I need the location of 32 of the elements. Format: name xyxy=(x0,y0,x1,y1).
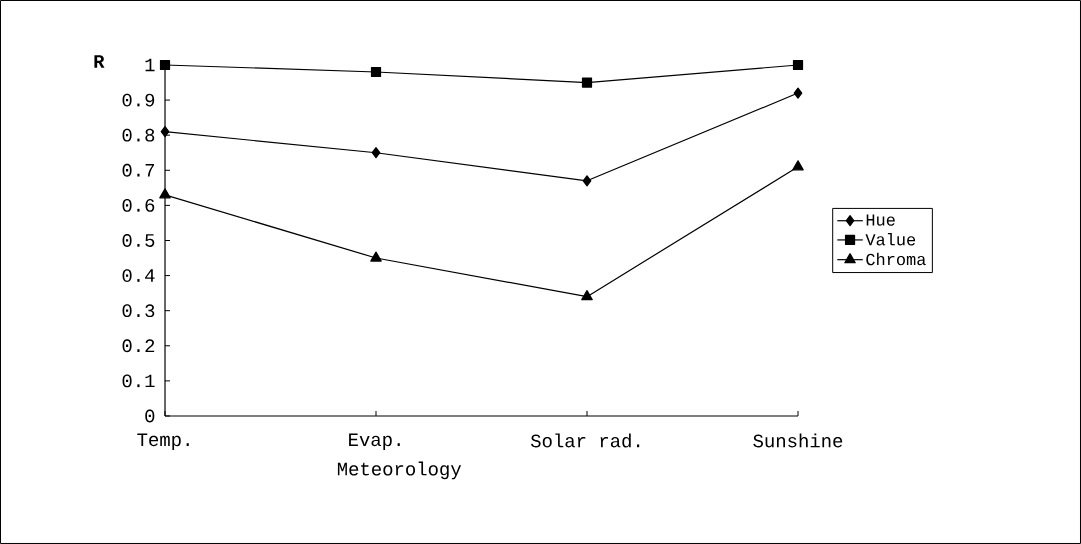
x-axis-title: Meteorology xyxy=(337,461,462,480)
legend-label: Chroma xyxy=(866,252,926,266)
point xyxy=(792,160,804,171)
y-tick-label: 0.7 xyxy=(122,163,154,177)
y-axis-title: R xyxy=(94,55,105,68)
y-tick-label: 0.4 xyxy=(122,269,155,283)
x-tick-label: Solar rad. xyxy=(530,433,640,448)
point xyxy=(581,290,593,301)
y-tick-label: 0.2 xyxy=(122,339,155,353)
legend-label: Hue xyxy=(866,214,895,226)
point xyxy=(159,188,171,199)
y-tick-label: 0 xyxy=(145,409,155,423)
y-tick-label: 0.9 xyxy=(122,93,155,107)
point xyxy=(370,251,382,262)
point xyxy=(793,87,803,99)
point xyxy=(792,59,804,71)
point xyxy=(371,147,381,159)
legend-label: Value xyxy=(865,233,916,246)
y-tick-label: 0.1 xyxy=(122,374,155,388)
point xyxy=(370,66,382,78)
x-tick-label: Temp. xyxy=(137,433,189,450)
point xyxy=(582,175,592,187)
y-tick-label: 0.8 xyxy=(122,128,155,142)
y-tick-label: 0.3 xyxy=(122,304,155,318)
y-tick-label: 1 xyxy=(145,58,155,72)
y-tick-label: 0.5 xyxy=(122,234,155,247)
point xyxy=(159,59,171,71)
point xyxy=(160,126,170,138)
y-tick-label: 0.6 xyxy=(122,198,155,212)
point xyxy=(581,77,593,88)
x-tick-label: Sunshine xyxy=(753,433,843,448)
x-tick-label: Evap. xyxy=(349,433,400,450)
